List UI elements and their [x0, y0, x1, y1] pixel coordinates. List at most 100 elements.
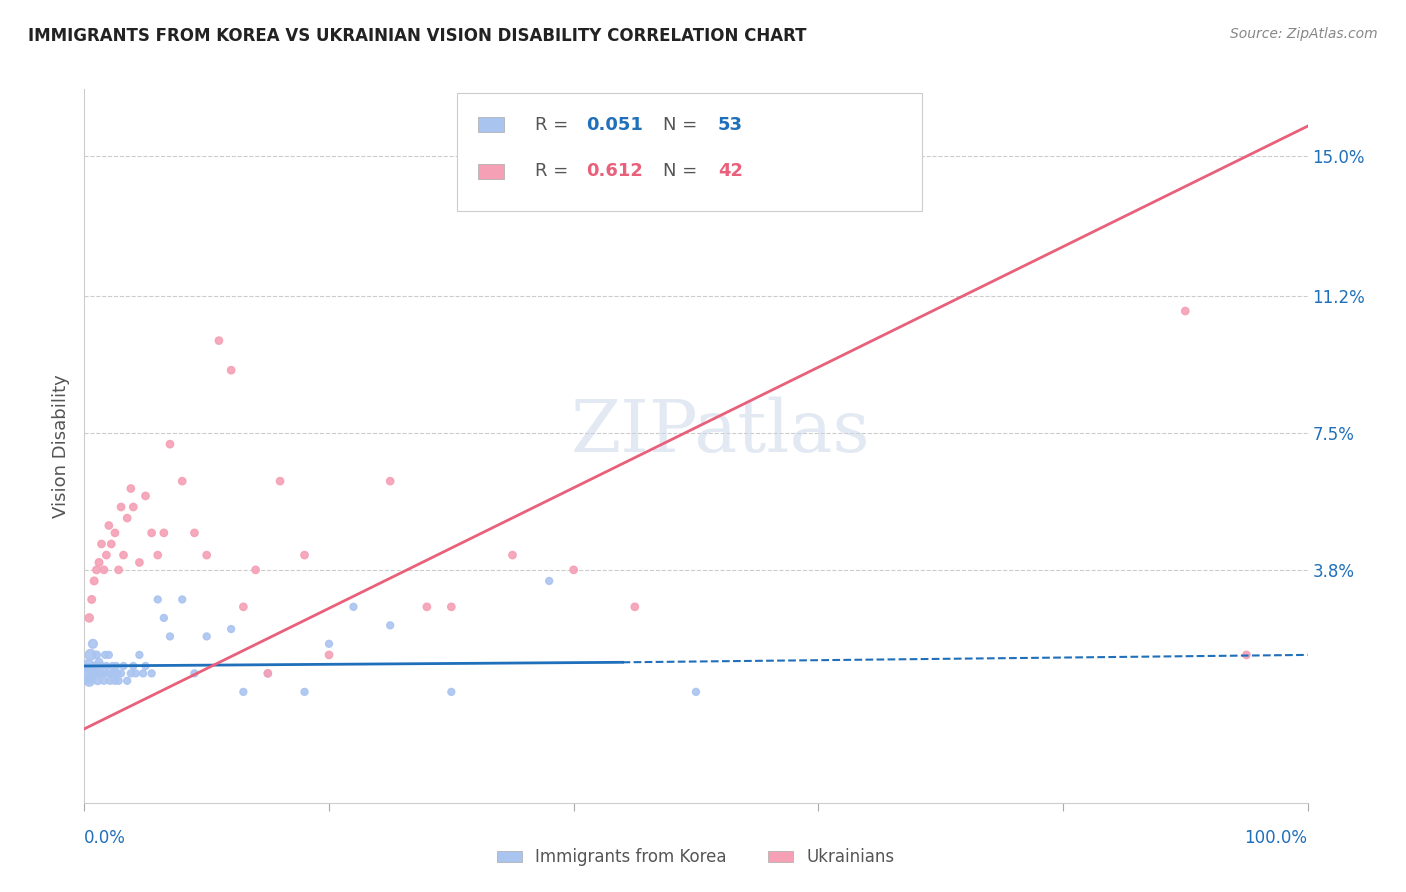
Point [416, 599, 439, 614]
Point [96, 659, 118, 673]
Point [80, 592, 103, 607]
Point [153, 611, 176, 625]
Point [135, 659, 157, 673]
Point [86, 648, 108, 662]
FancyBboxPatch shape [478, 164, 503, 178]
Point [153, 525, 176, 540]
Point [219, 363, 242, 377]
Point [232, 685, 254, 699]
Point [141, 525, 163, 540]
Point [562, 563, 585, 577]
Y-axis label: Vision Disability: Vision Disability [52, 374, 70, 518]
Point [122, 500, 145, 514]
Point [208, 334, 231, 348]
Point [104, 673, 127, 688]
Text: R =: R = [534, 162, 574, 180]
Point [257, 666, 280, 681]
Point [82, 637, 104, 651]
Point [172, 592, 194, 607]
Point [141, 666, 163, 681]
Point [107, 673, 129, 688]
FancyBboxPatch shape [478, 118, 503, 132]
Text: Source: ZipAtlas.com: Source: ZipAtlas.com [1230, 27, 1378, 41]
Point [146, 548, 169, 562]
Point [115, 511, 138, 525]
Point [183, 666, 205, 681]
Point [97, 648, 120, 662]
Point [97, 518, 120, 533]
Point [380, 474, 402, 488]
Point [90, 659, 112, 673]
Point [103, 666, 125, 681]
Point [101, 659, 124, 673]
Point [318, 637, 340, 651]
Point [80, 666, 103, 681]
Point [112, 548, 135, 562]
Text: N =: N = [664, 116, 703, 134]
Point [294, 685, 316, 699]
Point [122, 659, 145, 673]
Point [172, 474, 194, 488]
Text: 53: 53 [718, 116, 742, 134]
Point [538, 574, 561, 588]
Point [685, 685, 707, 699]
Point [195, 548, 218, 562]
Point [97, 666, 120, 681]
Point [440, 599, 463, 614]
Point [502, 548, 524, 562]
Point [89, 666, 111, 681]
Point [83, 574, 105, 588]
Point [76, 666, 98, 681]
Point [94, 648, 117, 662]
Point [146, 592, 169, 607]
Point [219, 622, 242, 636]
Point [232, 599, 254, 614]
Text: 0.0%: 0.0% [84, 829, 127, 847]
Point [100, 537, 122, 551]
Point [105, 659, 128, 673]
Point [380, 618, 402, 632]
Point [93, 673, 115, 688]
Point [195, 629, 218, 643]
Point [269, 474, 291, 488]
Legend: Immigrants from Korea, Ukrainians: Immigrants from Korea, Ukrainians [491, 842, 901, 873]
Text: 0.612: 0.612 [586, 162, 643, 180]
Point [87, 673, 110, 688]
Text: ZIPatlas: ZIPatlas [571, 396, 870, 467]
Point [1174, 304, 1197, 318]
Text: 100.0%: 100.0% [1244, 829, 1308, 847]
Point [159, 437, 181, 451]
Point [105, 666, 128, 681]
Point [87, 655, 110, 669]
Point [107, 563, 129, 577]
Point [91, 666, 114, 681]
Point [104, 525, 127, 540]
Point [128, 556, 150, 570]
Text: 42: 42 [718, 162, 742, 180]
Point [93, 563, 115, 577]
Point [96, 548, 118, 562]
Point [98, 673, 121, 688]
FancyBboxPatch shape [457, 93, 922, 211]
Point [87, 556, 110, 570]
Point [84, 659, 107, 673]
Point [440, 685, 463, 699]
Point [77, 611, 100, 625]
Point [77, 659, 100, 673]
Point [120, 666, 142, 681]
Point [86, 563, 108, 577]
Point [318, 648, 340, 662]
Point [159, 629, 181, 643]
Point [120, 482, 142, 496]
Point [112, 659, 135, 673]
Point [132, 666, 155, 681]
Point [342, 599, 364, 614]
Point [110, 666, 132, 681]
Point [125, 666, 148, 681]
Text: N =: N = [664, 162, 703, 180]
Point [128, 648, 150, 662]
Point [294, 548, 316, 562]
Point [183, 525, 205, 540]
Point [135, 489, 157, 503]
Point [100, 666, 122, 681]
